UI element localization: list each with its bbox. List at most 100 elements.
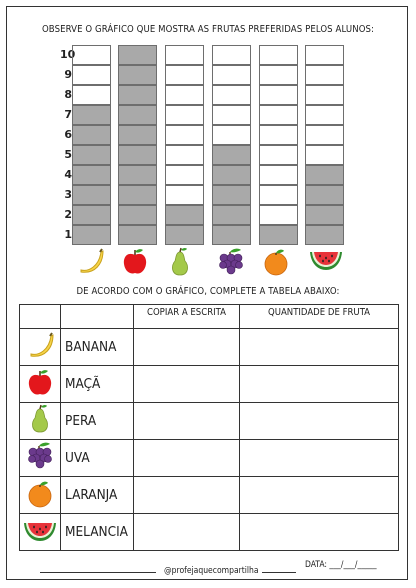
y-tick-label: 9 (64, 68, 72, 81)
orange-icon (19, 476, 61, 514)
copy-writing-cell[interactable] (133, 402, 240, 440)
bar-cell-empty (212, 125, 251, 145)
bar-cell-filled (118, 105, 157, 125)
bar-cell-filled (118, 205, 157, 225)
bar-cell-empty (165, 65, 204, 85)
quantity-cell[interactable] (239, 439, 399, 477)
bar-cell-empty (259, 205, 298, 225)
fruit-name: MELANCIA (60, 513, 134, 551)
credit-text: @profejaquecompartilha (164, 566, 259, 576)
bar-cell-filled (72, 165, 111, 185)
quantity-cell[interactable] (239, 328, 399, 366)
bar-cell-filled (118, 185, 157, 205)
bar-cell-filled (305, 185, 344, 205)
bar-cell-empty (259, 45, 298, 65)
bar-column-uva (212, 45, 251, 245)
banana-icon (19, 328, 61, 366)
page-border (6, 6, 408, 580)
bar-cell-empty (305, 65, 344, 85)
bar-cell-empty (259, 125, 298, 145)
apple-icon (121, 246, 149, 280)
bar-cell-filled (72, 125, 111, 145)
bar-cell-empty (259, 65, 298, 85)
bar-cell-empty (165, 145, 204, 165)
quantity-cell[interactable] (239, 402, 399, 440)
copy-writing-cell[interactable] (133, 439, 240, 477)
bar-cell-empty (165, 165, 204, 185)
grapes-icon (215, 246, 247, 282)
fruit-name: PERA (60, 402, 134, 440)
bar-cell-empty (212, 85, 251, 105)
table-row: LARANJA (19, 476, 399, 514)
copy-writing-cell[interactable] (133, 365, 240, 403)
bar-cell-empty (212, 65, 251, 85)
bar-cell-empty (305, 145, 344, 165)
instruction-text: DE ACORDO COM O GRÁFICO, COMPLETE A TABE… (76, 286, 340, 297)
table-row: UVA (19, 439, 399, 477)
watermelon-icon (308, 246, 344, 276)
y-tick-label: 4 (64, 168, 72, 181)
grapes-icon (19, 439, 61, 477)
bar-cell-empty (259, 145, 298, 165)
bar-cell-empty (305, 45, 344, 65)
bar-cell-filled (212, 205, 251, 225)
copy-writing-cell[interactable] (133, 513, 240, 551)
quantity-cell[interactable] (239, 513, 399, 551)
bar-cell-filled (212, 225, 251, 245)
y-tick-label: 7 (64, 108, 72, 121)
bar-cell-filled (72, 205, 111, 225)
header-copy-writing: COPIAR A ESCRITA (133, 304, 240, 329)
y-tick-label: 1 (64, 228, 72, 241)
copy-writing-cell[interactable] (133, 328, 240, 366)
bar-cell-filled (305, 165, 344, 185)
quantity-cell[interactable] (239, 476, 399, 514)
bar-cell-empty (212, 45, 251, 65)
page-title: OBSERVE O GRÁFICO QUE MOSTRA AS FRUTAS P… (41, 24, 375, 35)
bar-cell-empty (72, 65, 111, 85)
footer-divider-left (40, 572, 156, 573)
bar-cell-empty (305, 125, 344, 145)
bar-column-maçã (118, 45, 157, 245)
y-tick-label: 5 (64, 148, 72, 161)
bar-cell-empty (165, 85, 204, 105)
bar-cell-empty (259, 85, 298, 105)
bar-cell-filled (118, 225, 157, 245)
watermelon-icon (19, 513, 61, 551)
answer-table: COPIAR A ESCRITA QUANTIDADE DE FRUTA BAN… (19, 304, 399, 551)
bar-cell-filled (212, 165, 251, 185)
fruit-name: LARANJA (60, 476, 134, 514)
y-tick-label: 8 (64, 88, 72, 101)
bar-chart: 1 2 3 4 5 6 7 8 9 10 (0, 0, 416, 280)
bar-cell-filled (72, 185, 111, 205)
bar-cell-empty (259, 105, 298, 125)
footer-divider-right (262, 572, 296, 573)
bar-cell-empty (259, 165, 298, 185)
bar-column-banana (72, 45, 111, 245)
orange-icon (262, 246, 290, 280)
bar-cell-filled (165, 225, 204, 245)
bar-cell-filled (72, 105, 111, 125)
bar-cell-empty (305, 85, 344, 105)
fruit-name: BANANA (60, 328, 134, 366)
y-tick-label: 3 (64, 188, 72, 201)
bar-cell-filled (118, 85, 157, 105)
date-field[interactable]: DATA: ___/___/_____ (305, 560, 377, 570)
header-quantity: QUANTIDADE DE FRUTA (239, 304, 399, 329)
fruit-name: MAÇÃ (60, 365, 134, 403)
quantity-cell[interactable] (239, 365, 399, 403)
bar-cell-empty (72, 45, 111, 65)
bar-cell-filled (118, 45, 157, 65)
bar-column-melancia (305, 45, 344, 245)
bar-cell-filled (118, 65, 157, 85)
table-row: PERA (19, 402, 399, 440)
bar-cell-empty (165, 125, 204, 145)
table-header-row: COPIAR A ESCRITA QUANTIDADE DE FRUTA (19, 304, 399, 329)
copy-writing-cell[interactable] (133, 476, 240, 514)
bar-cell-empty (259, 185, 298, 205)
bar-cell-filled (72, 225, 111, 245)
table-row: BANANA (19, 328, 399, 366)
bar-column-laranja (259, 45, 298, 245)
y-tick-label: 10 (60, 48, 76, 61)
banana-icon (75, 246, 105, 280)
bar-cell-empty (72, 85, 111, 105)
